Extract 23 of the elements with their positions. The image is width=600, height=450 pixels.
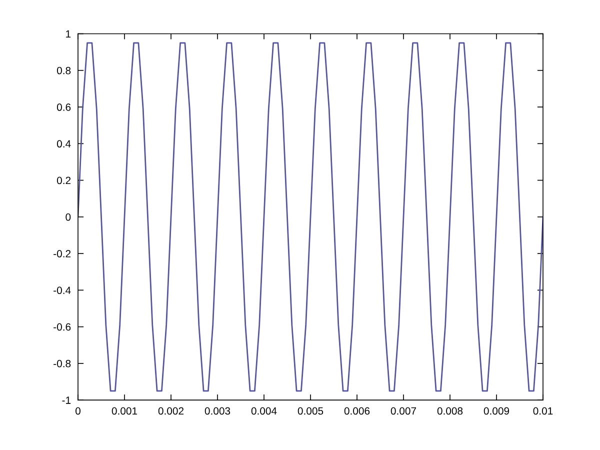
x-tick-label: 0.008 xyxy=(437,407,463,415)
x-tick-label: 0.003 xyxy=(204,407,230,415)
y-tick-label: -1 xyxy=(62,396,71,404)
x-tick-label: 0.001 xyxy=(112,407,138,415)
x-tick-label: 0.007 xyxy=(390,407,416,415)
y-tick-label: -0.2 xyxy=(54,250,71,258)
y-tick-label: 0.2 xyxy=(56,176,71,184)
x-tick-label: 0.01 xyxy=(533,407,553,415)
y-tick-label: 0.8 xyxy=(56,66,71,74)
y-tick-label: -0.4 xyxy=(54,286,71,294)
x-tick-label: 0.004 xyxy=(251,407,277,415)
y-tick-label: 0 xyxy=(66,213,71,221)
y-tick-label: -0.8 xyxy=(54,360,71,368)
y-tick-label: 1 xyxy=(66,30,71,38)
y-tick-label: -0.6 xyxy=(54,323,71,331)
y-tick-label: 0.6 xyxy=(56,104,71,111)
x-tick-label: 0.009 xyxy=(484,407,510,415)
x-tick-label: 0.006 xyxy=(344,407,370,415)
x-tick-label: 0.002 xyxy=(158,407,184,415)
x-tick-label: 0.005 xyxy=(298,407,324,415)
x-tick-label: 0 xyxy=(76,407,80,415)
line-series xyxy=(78,42,543,392)
y-tick-label: 0.4 xyxy=(56,140,71,148)
